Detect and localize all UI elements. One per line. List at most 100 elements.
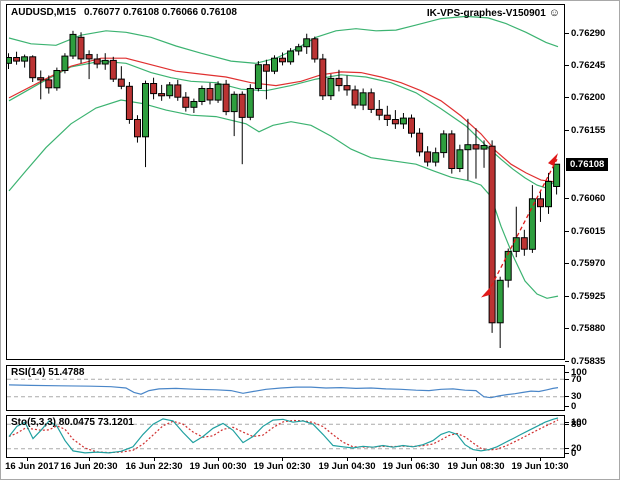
candle — [53, 70, 61, 89]
candle — [303, 38, 311, 48]
candle — [279, 57, 286, 63]
price-axis-label: 0.76200 — [564, 92, 606, 104]
main-chart-pane[interactable]: AUDUSD,M15 0.76077 0.76108 0.76066 0.7610… — [6, 4, 565, 360]
stochastic-axis-label: 100 — [565, 416, 587, 428]
candle — [351, 89, 359, 106]
candlestick-chart[interactable] — [7, 5, 564, 359]
time-axis-tick — [411, 458, 412, 461]
candle — [528, 198, 536, 250]
stochastic-axis-label: 20 — [565, 443, 582, 455]
candle — [488, 145, 496, 324]
rsi-axis-label: 30 — [565, 391, 582, 403]
candle — [416, 132, 424, 153]
candle — [545, 181, 552, 208]
candle — [311, 38, 319, 60]
candle — [61, 55, 69, 71]
candle — [29, 56, 37, 79]
candle — [214, 83, 222, 101]
ohlc-values: 0.76077 0.76108 0.76066 0.76108 — [84, 7, 237, 18]
candle — [408, 117, 415, 134]
bollinger-middle-band — [8, 60, 559, 189]
stochastic-main-line — [8, 417, 559, 454]
current-price-tag: 0.76108 — [566, 157, 609, 171]
watermark: IK-VPS-graphes-V150901 ☺ — [426, 7, 560, 19]
candle — [150, 83, 158, 95]
stochastic-label: Sto(5,3,3) 80.0475 73.1201 — [11, 417, 134, 428]
price-axis-label: 0.76015 — [564, 225, 606, 237]
candle — [480, 145, 488, 150]
time-axis-tick — [476, 458, 477, 461]
time-axis-label: 16 Jun 22:30 — [125, 461, 183, 472]
candle — [335, 77, 343, 87]
rsi-axis-label: 100 — [565, 366, 587, 378]
smiley-icon: ☺ — [548, 7, 560, 19]
price-axis-label: 0.75925 — [564, 290, 606, 302]
time-axis-tick — [154, 458, 155, 461]
candle — [537, 198, 544, 208]
candle — [472, 144, 480, 150]
time-axis-label: 19 Jun 06:30 — [382, 461, 440, 472]
candle — [375, 108, 383, 116]
candle — [464, 144, 472, 151]
rsi-axis-label: 70 — [565, 373, 582, 385]
candle — [13, 57, 21, 62]
price-axis-label: 0.76290 — [564, 27, 606, 39]
candle — [77, 36, 85, 60]
candle — [424, 151, 432, 163]
candle — [109, 59, 117, 80]
stochastic-pane[interactable]: Sto(5,3,3) 80.0475 73.1201 — [6, 415, 565, 458]
price-axis: 0.76290 0.76245 0.76200 0.76155 0.76060 0.760… — [564, 1, 619, 479]
chart-title: AUDUSD,M15 0.76077 0.76108 0.76066 0.7610… — [11, 7, 237, 18]
candle — [198, 88, 206, 102]
stochastic-chart[interactable] — [7, 416, 564, 457]
candle — [319, 58, 327, 97]
time-axis-tick — [282, 458, 283, 461]
candle — [553, 163, 561, 187]
candle — [117, 78, 125, 87]
candle — [262, 64, 270, 72]
rsi-label: RSI(14) 51.4788 — [11, 367, 85, 378]
candle — [295, 46, 303, 52]
candle — [69, 33, 77, 57]
rsi-axis-label: 0 — [564, 401, 577, 412]
rsi-chart[interactable] — [7, 366, 564, 410]
price-axis-label: 0.76245 — [564, 59, 606, 71]
price-axis-label: 0.75835 — [564, 355, 606, 367]
candle — [190, 101, 198, 108]
candle — [125, 85, 133, 121]
candle — [391, 119, 399, 125]
candle — [520, 237, 528, 250]
candle — [327, 77, 335, 97]
candle — [246, 88, 254, 118]
time-axis-label: 19 Jun 02:30 — [253, 461, 311, 472]
candle — [448, 133, 456, 169]
candle — [271, 57, 278, 72]
trend-line-dashed — [487, 158, 558, 293]
candle — [222, 83, 230, 113]
candle — [456, 149, 464, 170]
candle — [238, 93, 246, 118]
time-axis-label: 19 Jun 00:30 — [189, 461, 247, 472]
trend-arrow-start-icon — [481, 287, 491, 298]
candle — [206, 88, 214, 101]
time-axis-tick — [27, 458, 28, 461]
stochastic-axis-label: 80 — [565, 418, 582, 430]
candle — [93, 58, 101, 65]
rsi-pane[interactable]: RSI(14) 51.4788 — [6, 365, 565, 411]
candle — [496, 279, 504, 324]
candle — [142, 83, 149, 138]
price-axis-label: 0.75970 — [564, 258, 606, 270]
time-axis-label: 16 Jun 2017 — [5, 461, 59, 472]
candle — [230, 93, 238, 113]
time-axis-tick — [218, 458, 219, 461]
candle — [21, 56, 29, 62]
candle — [134, 119, 141, 138]
candle — [512, 237, 520, 252]
candle — [367, 92, 375, 110]
candle — [174, 84, 182, 98]
time-axis-tick — [89, 458, 90, 461]
time-axis-label: 19 Jun 08:30 — [447, 461, 505, 472]
time-axis: 16 Jun 2017 16 Jun 20:30 16 Jun 22:30 19 Ju… — [5, 458, 569, 478]
candle — [254, 64, 262, 89]
